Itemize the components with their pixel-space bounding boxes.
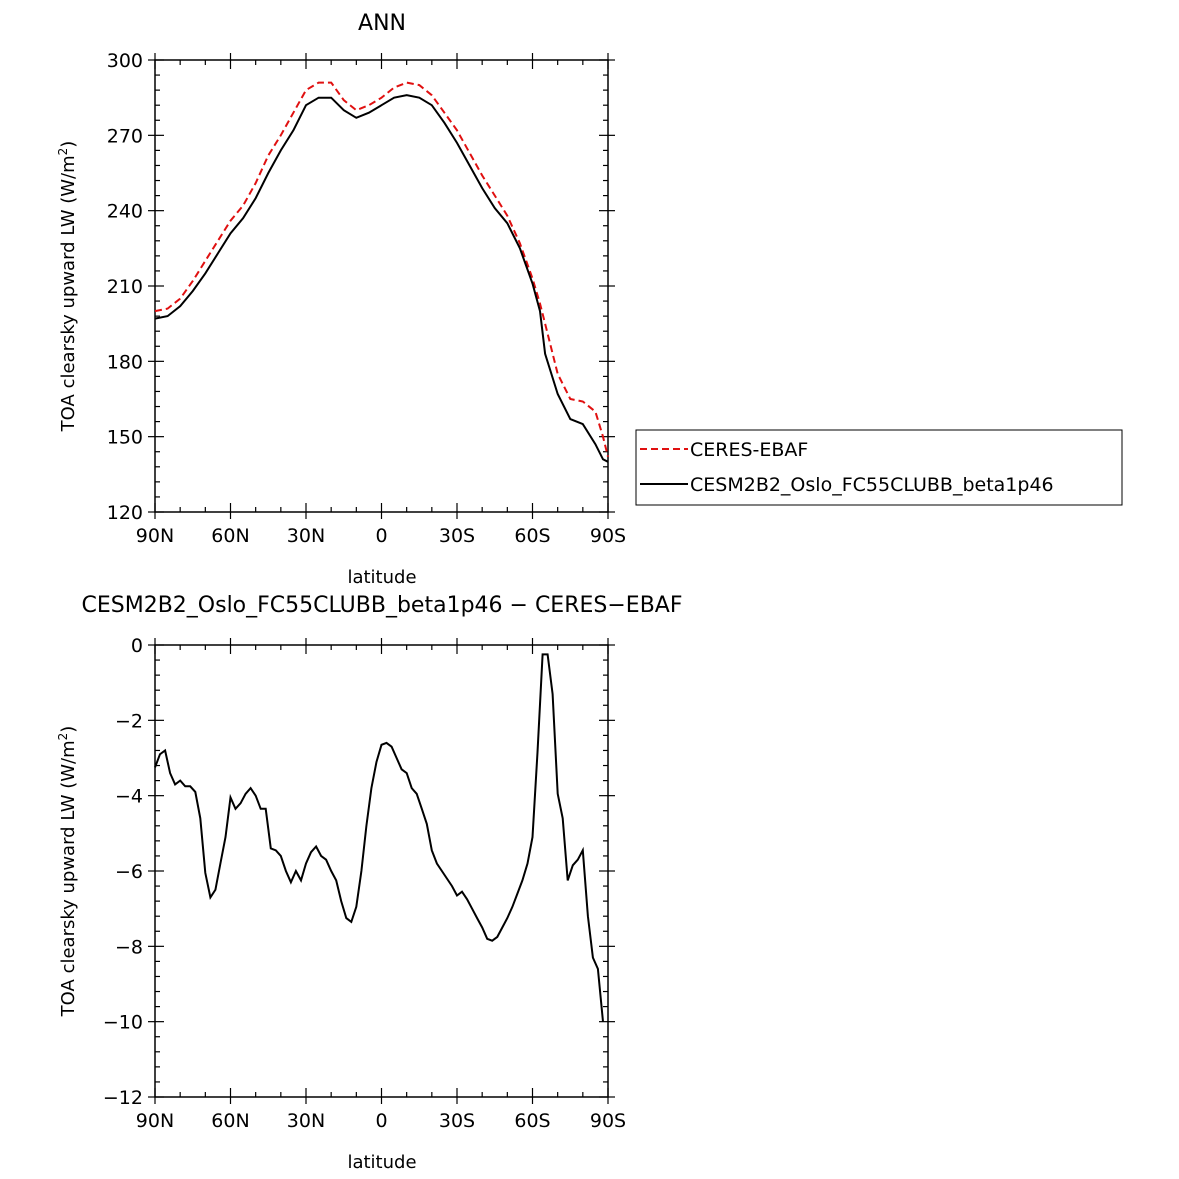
bottom-axis-ticks: 90N 60N 30N 0 30S 60S 90S −12 −10 −8 −6 −4 −2 0 [103,635,626,1132]
bottom-y-tick-label: 0 [131,635,143,657]
legend-label-model: CESM2B2_Oslo_FC55CLUBB_beta1p46 [690,474,1054,496]
top-y-axis-label-sup: 2 [56,148,70,156]
bottom-y-tick-label: −4 [115,786,143,808]
bottom-y-axis-label: TOA clearsky upward LW (W/m2) [56,726,79,1018]
bottom-y-axis-label-end: ) [58,726,79,733]
top-x-tick-label: 90S [590,525,626,547]
top-x-tick-label: 30N [287,525,325,547]
top-y-tick-label: 180 [107,351,143,373]
legend-label-ceres-ebaf: CERES-EBAF [690,439,808,461]
bottom-x-tick-label: 30N [287,1110,325,1132]
bottom-x-tick-label: 0 [375,1110,387,1132]
top-x-tick-label: 60S [514,525,550,547]
top-axis-ticks: 90N 60N 30N 0 30S 60S 90S 120 150 180 210 240 270 300 [107,50,626,547]
legend-frame [635,429,1123,506]
bottom-y-tick-label: −10 [103,1012,143,1034]
bottom-y-tick-label: −2 [115,710,143,732]
top-series-lines [154,81,609,463]
bottom-y-axis-label-sup: 2 [56,733,70,741]
bottom-x-tick-label: 60S [514,1110,550,1132]
bottom-series-line-difference [154,653,604,1022]
top-y-axis-label-main: TOA clearsky upward LW (W/m [58,155,79,432]
bottom-panel: CESM2B2_Oslo_FC55CLUBB_beta1p46 − CERES−… [56,593,683,1173]
top-y-tick-label: 300 [107,50,143,72]
top-y-tick-label: 210 [107,276,143,298]
bottom-series-lines [154,653,604,1022]
bottom-x-tick-label: 30S [439,1110,475,1132]
top-x-axis-label: latitude [347,567,416,588]
top-series-line-cesm2b2-oslo-fc55clubb-beta1p46 [154,94,609,463]
bottom-y-axis-label-main: TOA clearsky upward LW (W/m [58,740,79,1017]
top-chart-title: ANN [358,11,406,36]
top-y-axis-label: TOA clearsky upward LW (W/m2) [56,141,79,433]
bottom-chart-title: CESM2B2_Oslo_FC55CLUBB_beta1p46 − CERES−… [82,593,683,618]
bottom-y-tick-label: −8 [115,936,143,958]
top-plot-frame [154,59,609,513]
bottom-x-tick-label: 90S [590,1110,626,1132]
top-series-line-ceres-ebaf [154,81,609,458]
bottom-x-tick-label: 60N [211,1110,249,1132]
top-y-axis-label-end: ) [58,141,79,148]
top-panel: ANN 90N 60N 30N 0 30S 60S 90S 120 150 180 210 240 27… [56,11,626,588]
top-y-tick-label: 270 [107,125,143,147]
bottom-y-tick-label: −12 [103,1087,143,1109]
top-y-tick-label: 240 [107,201,143,223]
top-x-tick-label: 60N [211,525,249,547]
top-y-tick-label: 150 [107,427,143,449]
top-y-tick-label: 120 [107,502,143,524]
top-x-tick-label: 0 [375,525,387,547]
legend: CERES-EBAF CESM2B2_Oslo_FC55CLUBB_beta1p… [635,429,1123,506]
top-x-tick-label: 90N [136,525,174,547]
top-x-tick-label: 30S [439,525,475,547]
bottom-x-tick-label: 90N [136,1110,174,1132]
bottom-x-axis-label: latitude [347,1152,416,1173]
bottom-y-tick-label: −6 [115,861,143,883]
